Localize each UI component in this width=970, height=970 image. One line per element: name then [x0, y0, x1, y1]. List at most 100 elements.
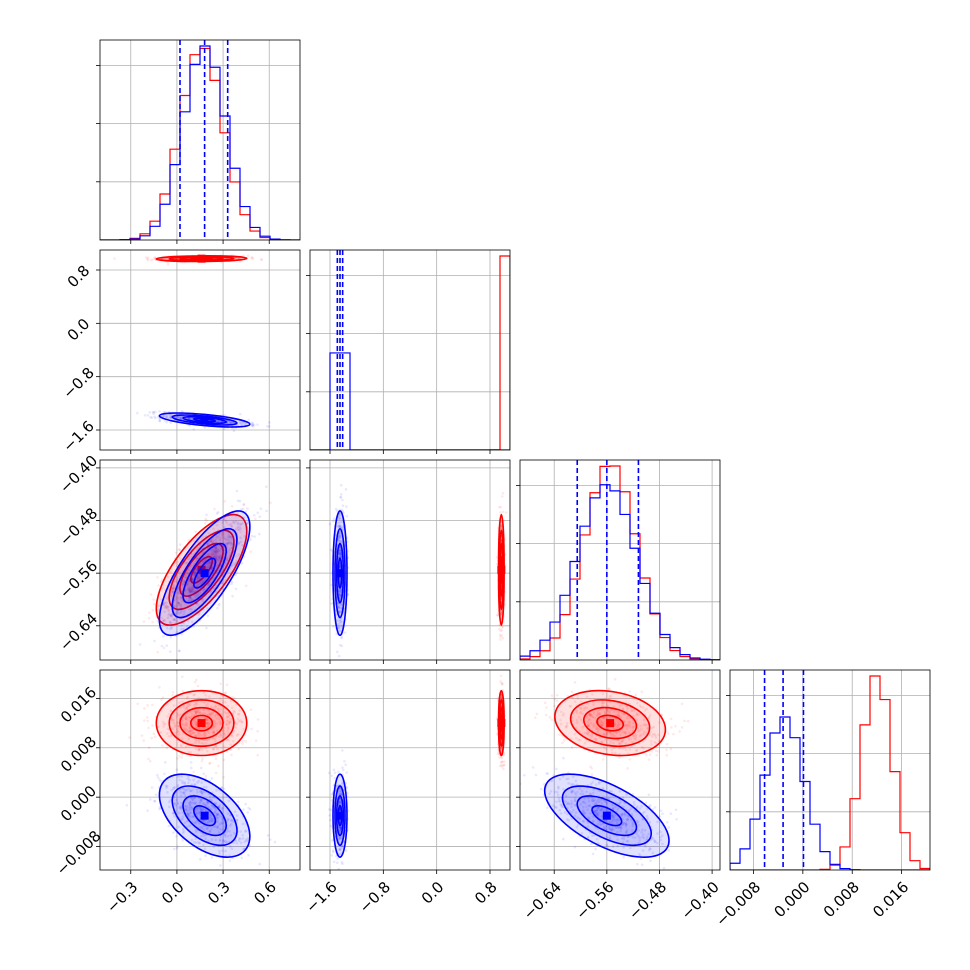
scatter-point — [180, 410, 184, 413]
density-peak — [200, 811, 209, 820]
panel-2-2 — [516, 459, 721, 664]
scatter-point — [206, 749, 209, 753]
scatter-point — [167, 608, 170, 611]
scatter-point — [210, 777, 214, 780]
scatter-point — [152, 732, 156, 736]
scatter-point — [338, 525, 342, 529]
scatter-point — [344, 763, 347, 766]
scatter-point — [190, 712, 194, 716]
scatter-point — [225, 830, 228, 834]
scatter-point — [195, 702, 199, 706]
scatter-point — [187, 814, 191, 818]
scatter-point — [207, 805, 210, 809]
histogram-series-0 — [100, 47, 300, 240]
scatter-point — [178, 587, 182, 591]
scatter-point — [229, 535, 233, 539]
scatter-point — [169, 621, 173, 625]
scatter-point — [165, 644, 169, 647]
histogram-series-1 — [310, 352, 510, 450]
scatter-point — [179, 416, 183, 420]
scatter-point — [187, 737, 191, 741]
scatter-point — [212, 825, 215, 828]
scatter-point — [202, 785, 206, 789]
scatter-point — [337, 605, 341, 609]
scatter-point — [338, 793, 342, 796]
scatter-point — [258, 515, 262, 519]
scatter-point — [211, 537, 214, 541]
scatter-point — [215, 555, 219, 558]
scatter-point — [198, 747, 201, 751]
scatter-point — [339, 588, 342, 592]
scatter-point — [195, 723, 198, 726]
scatter-point — [273, 840, 277, 844]
scatter-point — [338, 597, 342, 600]
scatter-point — [338, 590, 342, 594]
scatter-point — [200, 759, 204, 763]
scatter-point — [196, 595, 200, 598]
scatter-point — [175, 604, 178, 608]
scatter-point — [247, 853, 250, 857]
scatter-point — [339, 594, 342, 597]
scatter-point — [236, 522, 239, 526]
scatter-point — [169, 421, 172, 425]
scatter-point — [338, 512, 342, 515]
scatter-point — [194, 710, 197, 714]
scatter-point — [167, 612, 171, 615]
scatter-point — [199, 580, 203, 584]
scatter-point — [339, 552, 342, 556]
scatter-point — [242, 739, 245, 743]
scatter-point — [212, 731, 215, 735]
scatter-point — [161, 696, 165, 699]
scatter-point — [189, 716, 193, 719]
scatter-point — [337, 517, 341, 521]
scatter-point — [174, 596, 178, 599]
scatter-point — [188, 585, 191, 589]
scatter-point — [233, 257, 237, 260]
scatter-point — [218, 822, 221, 826]
scatter-point — [217, 579, 221, 583]
scatter-point — [177, 649, 181, 653]
scatter-point — [176, 590, 179, 593]
scatter-point — [229, 834, 233, 837]
scatter-point — [170, 590, 174, 593]
scatter-point — [209, 820, 213, 823]
scatter-point — [197, 739, 201, 743]
scatter-point — [207, 553, 210, 557]
scatter-point — [190, 838, 194, 842]
scatter-point — [188, 590, 192, 594]
scatter-point — [187, 787, 191, 791]
scatter-point — [214, 547, 218, 550]
scatter-point — [499, 506, 503, 509]
scatter-point — [194, 821, 198, 824]
scatter-point — [225, 558, 228, 562]
scatter-point — [148, 410, 152, 414]
scatter-point — [237, 837, 241, 840]
scatter-point — [237, 839, 241, 843]
scatter-point — [337, 654, 341, 658]
scatter-point — [169, 594, 173, 598]
scatter-point — [184, 727, 188, 731]
scatter-point — [214, 556, 218, 559]
scatter-point — [191, 587, 194, 591]
scatter-point — [187, 557, 190, 561]
scatter-point — [337, 552, 341, 555]
scatter-point — [229, 699, 233, 703]
scatter-point — [500, 696, 503, 699]
scatter-point — [265, 509, 268, 513]
scatter-point — [234, 520, 238, 523]
scatter-point — [215, 813, 218, 816]
scatter-point — [339, 846, 342, 849]
scatter-point — [203, 847, 207, 851]
scatter-point — [240, 720, 243, 723]
scatter-point — [208, 797, 212, 801]
scatter-point — [210, 838, 214, 841]
scatter-point — [220, 547, 224, 551]
scatter-point — [173, 725, 177, 728]
scatter-point — [201, 580, 205, 583]
scatter-point — [191, 788, 194, 792]
scatter-point — [202, 824, 205, 828]
scatter-point — [214, 838, 217, 842]
scatter-point — [214, 808, 218, 811]
scatter-point — [337, 770, 340, 774]
scatter-point — [177, 806, 181, 810]
